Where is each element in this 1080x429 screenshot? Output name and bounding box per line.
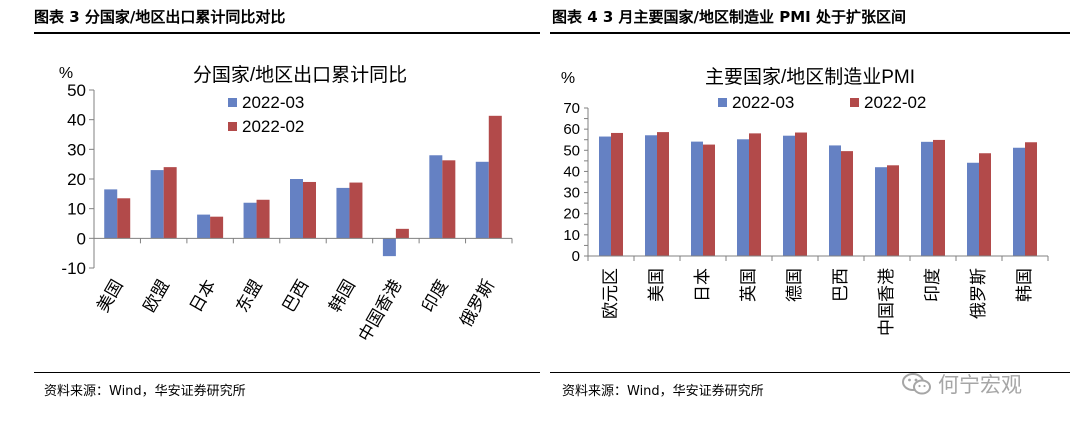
left-chart: 分国家/地区出口累计同比% -10 0 10 20 30 40 50 美国 欧盟 日本 东盟 巴西 韩国中… xyxy=(59,64,513,341)
bar-1 xyxy=(150,170,164,239)
bar-2 xyxy=(442,160,456,239)
y-tick-label: -10 xyxy=(61,259,86,278)
category-label: 印度 xyxy=(923,268,942,302)
bar-1 xyxy=(104,189,118,239)
left-figure-title: 图表 3 分国家/地区出口累计同比对比 xyxy=(34,8,286,26)
category-label: 韩国 xyxy=(325,277,358,316)
bar-2 xyxy=(395,228,409,239)
y-tick-label: 40 xyxy=(67,111,86,130)
legend-label-1: 2022-03 xyxy=(732,93,794,112)
bar-1 xyxy=(645,135,657,256)
bar-2 xyxy=(795,132,807,256)
bar-2 xyxy=(210,216,224,239)
bar-2 xyxy=(488,115,502,239)
bar-2 xyxy=(887,165,899,256)
legend-swatch-2 xyxy=(228,122,237,131)
bar-1 xyxy=(829,145,841,256)
category-label: 日本 xyxy=(693,268,712,302)
y-tick-label: 0 xyxy=(77,229,86,248)
legend-label-2: 2022-02 xyxy=(242,117,304,136)
bar-1 xyxy=(691,141,703,256)
left-panel: 图表 3 分国家/地区出口累计同比对比 分国家/地区出口累计同比% -10 0 10 2… xyxy=(34,8,540,399)
category-label: 东盟 xyxy=(233,277,266,316)
category-label: 英国 xyxy=(739,268,758,302)
bar-1 xyxy=(1013,147,1025,256)
bar-1 xyxy=(599,136,611,256)
y-tick-label: 30 xyxy=(563,185,580,202)
y-axis-unit: % xyxy=(59,65,73,82)
bar-1 xyxy=(197,214,211,239)
right-top-rule xyxy=(550,32,1070,34)
y-axis-unit: % xyxy=(561,70,575,87)
y-tick-label: 70 xyxy=(563,100,580,117)
bar-1 xyxy=(921,141,933,256)
category-label: 中国香港 xyxy=(355,277,405,341)
legend-swatch-1 xyxy=(718,98,727,107)
bar-2 xyxy=(841,151,853,256)
right-bottom-rule xyxy=(550,372,1070,373)
wechat-icon xyxy=(902,372,932,396)
bar-2 xyxy=(163,167,177,239)
category-label: 韩国 xyxy=(1015,268,1034,302)
bar-1 xyxy=(336,187,350,239)
category-label: 欧盟 xyxy=(140,277,173,316)
category-label: 巴西 xyxy=(831,268,850,302)
bar-1 xyxy=(875,167,887,256)
left-top-rule xyxy=(34,32,540,34)
bar-1 xyxy=(967,162,979,256)
y-tick-label: 10 xyxy=(67,200,86,219)
y-tick-label: 20 xyxy=(563,206,580,223)
category-label: 日本 xyxy=(186,277,219,316)
bar-2 xyxy=(657,132,669,256)
left-bottom-rule xyxy=(34,372,540,373)
bar-1 xyxy=(475,161,489,239)
category-label: 欧元区 xyxy=(601,268,620,319)
right-panel: 图表 4 3 月主要国家/地区制造业 PMI 处于扩张区间 主要国家/地区制造业… xyxy=(540,0,1080,429)
right-figure-title: 图表 4 3 月主要国家/地区制造业 PMI 处于扩张区间 xyxy=(552,8,906,26)
bar-1 xyxy=(429,155,443,239)
bar-1 xyxy=(243,202,257,239)
bar-1 xyxy=(290,179,303,239)
category-label: 美国 xyxy=(93,277,126,316)
y-tick-label: 0 xyxy=(572,248,580,265)
chart-title: 分国家/地区出口累计同比 xyxy=(193,64,407,86)
bar-2 xyxy=(117,198,131,239)
category-label: 美国 xyxy=(647,268,666,302)
left-source: 资料来源：Wind，华安证券研究所 xyxy=(44,384,246,399)
right-source: 资料来源：Wind，华安证券研究所 xyxy=(562,384,764,399)
legend-label-2: 2022-02 xyxy=(864,93,926,112)
bar-2 xyxy=(703,144,715,256)
category-label: 中国香港 xyxy=(877,268,896,336)
chart-title: 主要国家/地区制造业PMI xyxy=(705,66,915,88)
category-label: 俄罗斯 xyxy=(969,268,988,319)
bar-2 xyxy=(611,132,623,256)
bar-1 xyxy=(783,135,795,256)
y-tick-label: 10 xyxy=(563,227,580,244)
bar-1 xyxy=(382,238,396,257)
category-label: 俄罗斯 xyxy=(456,277,498,331)
y-tick-label: 50 xyxy=(67,81,86,100)
legend-swatch-1 xyxy=(228,98,237,107)
legend-label-1: 2022-03 xyxy=(242,93,304,112)
y-tick-label: 20 xyxy=(67,170,86,189)
bar-2 xyxy=(256,199,270,239)
bar-2 xyxy=(303,181,316,239)
right-chart: 主要国家/地区制造业PMI% 0 10 20 30 40 50 60 70 欧元区 美国 日本 英国 德国… xyxy=(561,66,1049,336)
watermark-text: 何宁宏观 xyxy=(938,373,1022,397)
y-tick-label: 60 xyxy=(563,121,580,138)
category-label: 德国 xyxy=(785,268,804,302)
bar-2 xyxy=(933,139,945,256)
y-tick-label: 30 xyxy=(67,140,86,159)
bar-2 xyxy=(749,133,761,256)
bar-1 xyxy=(737,139,749,256)
watermark: 何宁宏观 xyxy=(902,364,1080,404)
y-tick-label: 50 xyxy=(563,142,580,159)
bar-2 xyxy=(979,153,991,256)
bar-2 xyxy=(349,182,363,239)
legend-swatch-2 xyxy=(850,98,859,107)
bar-2 xyxy=(1025,142,1037,256)
y-tick-label: 40 xyxy=(563,163,580,180)
category-label: 印度 xyxy=(418,277,451,316)
category-label: 巴西 xyxy=(279,277,312,316)
